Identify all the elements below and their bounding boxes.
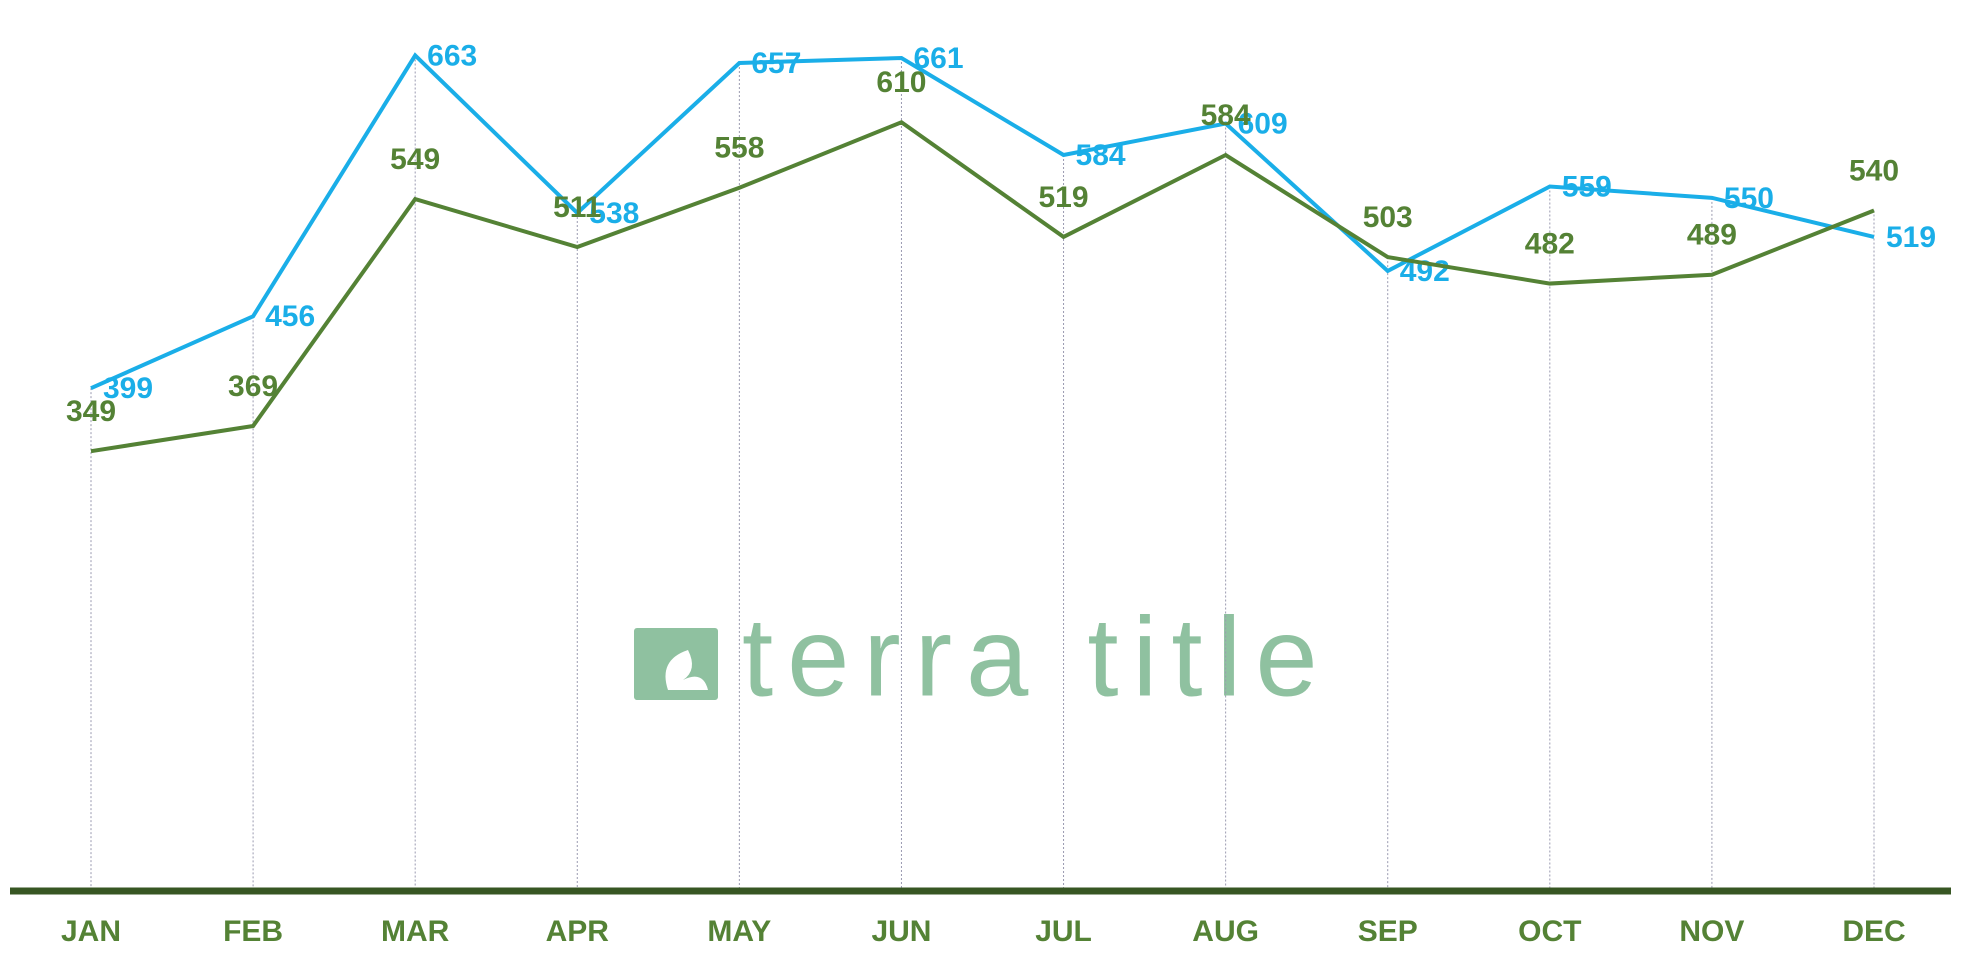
x-tick-label: NOV (1679, 915, 1744, 948)
data-label: 540 (1849, 154, 1899, 187)
x-tick-label: MAR (381, 915, 450, 948)
x-tick-label: JAN (61, 915, 121, 948)
x-tick-label: DEC (1842, 915, 1905, 948)
data-label: 369 (228, 370, 278, 403)
data-label: 349 (66, 395, 116, 428)
x-tick-label: OCT (1518, 915, 1581, 948)
data-label: 399 (103, 372, 153, 405)
logo: terra title (634, 595, 1332, 720)
data-label: 519 (1886, 221, 1936, 254)
data-label: 558 (714, 132, 764, 165)
data-label: 550 (1724, 182, 1774, 215)
data-label: 503 (1363, 201, 1413, 234)
data-label: 559 (1562, 170, 1612, 203)
data-label: 661 (913, 42, 963, 75)
logo-leaf (665, 650, 708, 690)
series-line (90, 52, 1875, 390)
x-tick-label: MAY (707, 915, 771, 948)
data-label: 456 (265, 300, 315, 333)
x-tick-label: FEB (223, 915, 283, 948)
data-label: 584 (1076, 139, 1126, 172)
data-label: 657 (751, 47, 801, 80)
data-label: 489 (1687, 219, 1737, 252)
x-tick-label: SEP (1358, 915, 1418, 948)
data-label: 610 (876, 66, 926, 99)
data-label: 663 (427, 39, 477, 72)
x-tick-label: AUG (1192, 915, 1259, 948)
data-label: 482 (1525, 227, 1575, 260)
x-tick-label: JUN (871, 915, 931, 948)
logo-text: terra title (742, 595, 1332, 720)
data-label: 609 (1238, 107, 1288, 140)
x-tick-label: APR (546, 915, 610, 948)
x-tick-label: JUL (1035, 915, 1092, 948)
data-label: 584 (1201, 99, 1251, 132)
data-label: 549 (390, 143, 440, 176)
data-label: 519 (1039, 181, 1089, 214)
data-label: 538 (589, 197, 639, 230)
series-line (90, 119, 1875, 454)
data-label: 511 (553, 191, 601, 224)
